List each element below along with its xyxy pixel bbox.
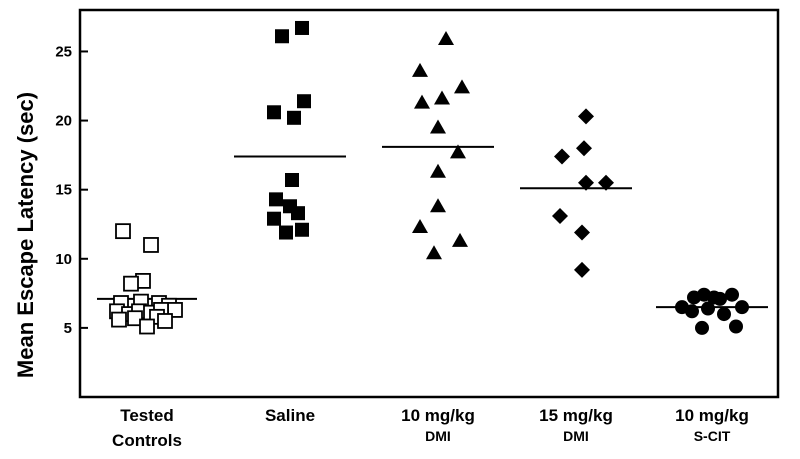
point-1-1 (275, 29, 289, 44)
point-3-2 (554, 148, 570, 165)
point-2-3 (434, 90, 450, 105)
y-tick-label-3: 20 (55, 113, 72, 130)
y-tick-label-0: 5 (64, 320, 72, 337)
y-tick-label-2: 15 (55, 182, 72, 199)
point-3-0 (578, 108, 594, 125)
point-1-9 (267, 211, 281, 226)
point-2-10 (452, 232, 468, 247)
point-2-9 (412, 218, 428, 233)
point-3-5 (552, 207, 568, 224)
point-3-4 (598, 174, 614, 191)
y-axis-label: Mean Escape Latency (sec) (13, 92, 38, 378)
category-label-2: 10 mg/kg (401, 406, 475, 425)
point-0-3 (123, 275, 139, 292)
category-label-0: Tested (120, 406, 174, 425)
point-2-1 (412, 62, 428, 77)
category-label-1: Saline (265, 406, 315, 425)
category-sublabel-3: DMI (563, 428, 589, 444)
point-2-4 (414, 94, 430, 109)
point-0-14 (111, 311, 127, 328)
point-1-11 (295, 222, 309, 237)
point-1-3 (287, 110, 301, 125)
point-0-17 (157, 313, 173, 329)
point-3-1 (576, 140, 592, 157)
category-sublabel-2: DMI (425, 428, 451, 444)
point-2-8 (430, 198, 446, 213)
point-1-4 (297, 94, 311, 109)
point-1-8 (291, 206, 305, 221)
point-1-5 (285, 173, 299, 188)
point-2-2 (454, 79, 470, 94)
point-2-0 (438, 31, 454, 46)
point-1-6 (269, 192, 283, 207)
category-sublabel-4: S-CIT (694, 428, 731, 444)
category-label-3: 15 mg/kg (539, 406, 613, 425)
point-1-2 (267, 105, 281, 120)
point-3-3 (578, 174, 594, 191)
point-0-0 (115, 223, 131, 240)
point-4-5 (725, 287, 739, 302)
point-2-11 (426, 245, 442, 260)
point-4-11 (729, 319, 743, 334)
category-label-4: 10 mg/kg (675, 406, 749, 425)
point-2-5 (430, 119, 446, 134)
category-sublabel-0: Controls (112, 431, 182, 450)
point-4-8 (717, 307, 731, 322)
point-3-7 (574, 261, 590, 278)
point-4-10 (695, 320, 709, 335)
point-4-4 (713, 291, 727, 306)
point-1-10 (279, 225, 293, 240)
point-4-7 (701, 301, 715, 316)
plot-frame (78, 8, 780, 399)
point-1-0 (295, 20, 309, 35)
point-2-6 (450, 144, 466, 159)
y-tick-label-1: 10 (55, 251, 72, 268)
y-tick-label-4: 25 (55, 43, 72, 60)
point-0-18 (139, 318, 155, 335)
point-0-1 (143, 237, 159, 253)
point-0-15 (127, 310, 143, 327)
point-4-6 (685, 304, 699, 319)
point-2-7 (430, 163, 446, 178)
point-4-9 (735, 300, 749, 315)
point-3-6 (574, 224, 590, 241)
